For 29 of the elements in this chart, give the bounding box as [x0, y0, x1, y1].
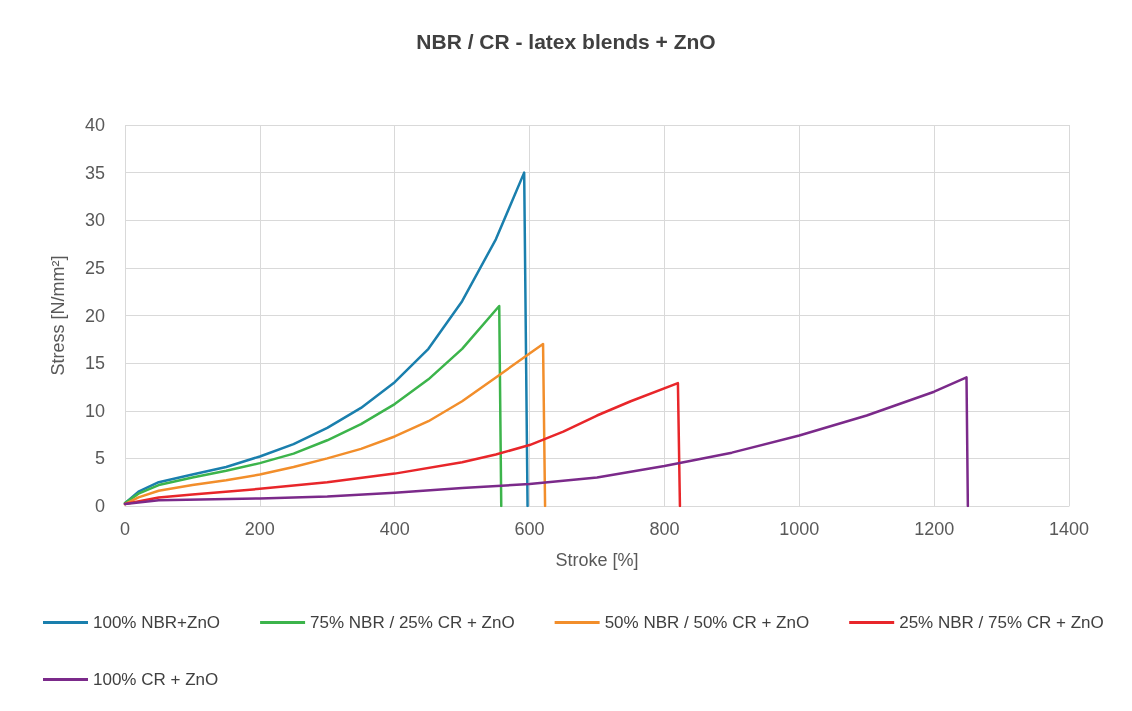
y-tick-label: 5	[94, 448, 105, 469]
legend-label: 75% NBR / 25% CR + ZnO	[310, 613, 515, 632]
legend-label: 100% CR + ZnO	[93, 670, 219, 689]
line-series	[123, 304, 503, 508]
x-tick-label: 1200	[914, 519, 955, 539]
y-tick-label: 20	[84, 305, 105, 326]
chart-title: NBR / CR - latex blends + ZnO	[416, 30, 716, 53]
line-series	[123, 376, 970, 508]
line-series	[123, 171, 529, 508]
x-tick-label: 800	[649, 519, 680, 539]
y-tick-label: 25	[84, 257, 105, 278]
x-tick-label: 1400	[1048, 519, 1090, 539]
y-tick-label: 40	[84, 115, 105, 135]
x-tick-label: 600	[514, 519, 545, 539]
x-tick-label: 0	[119, 519, 131, 539]
line-series	[123, 342, 547, 508]
y-tick-label: 30	[84, 210, 105, 231]
y-axis-title: Stress [N/mm²]	[48, 255, 68, 376]
legend-label: 100% NBR+ZnO	[93, 613, 221, 632]
x-tick-label: 400	[379, 519, 410, 539]
x-tick-label: 1000	[779, 519, 820, 539]
y-tick-label: 0	[94, 496, 105, 516]
y-tick-label: 35	[84, 162, 105, 183]
legend-label: 50% NBR / 50% CR + ZnO	[604, 613, 810, 632]
x-axis-title: Stroke [%]	[555, 550, 639, 570]
x-tick-label: 200	[244, 519, 275, 539]
legend-label: 25% NBR / 75% CR + ZnO	[899, 613, 1104, 632]
y-tick-label: 15	[84, 353, 105, 374]
y-tick-label: 10	[84, 400, 105, 421]
